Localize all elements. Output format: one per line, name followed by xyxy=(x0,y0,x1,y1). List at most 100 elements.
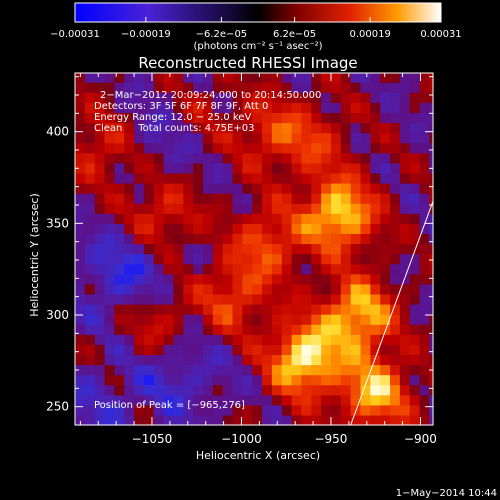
heatmap-cell xyxy=(232,162,243,174)
heatmap-cell xyxy=(370,263,381,275)
heatmap-cell xyxy=(242,354,253,366)
heatmap-cell xyxy=(242,273,253,285)
heatmap-cell xyxy=(281,152,293,164)
heatmap-cell xyxy=(212,354,224,366)
heatmap-cell xyxy=(124,162,135,174)
axis-ticks: −1050 −1000 −950 −900 250 300 350 400 xyxy=(46,73,437,446)
heatmap-cell xyxy=(232,92,243,103)
heatmap-cell xyxy=(360,263,371,275)
heatmap-cell xyxy=(340,314,352,325)
heatmap-cell xyxy=(429,263,434,275)
heatmap-cell xyxy=(429,132,434,144)
heatmap-cell xyxy=(202,324,214,335)
heatmap-cell xyxy=(380,193,391,204)
heatmap-cell xyxy=(360,183,371,194)
heatmap-cell xyxy=(360,203,371,214)
heatmap-cell xyxy=(104,283,115,295)
heatmap-cell xyxy=(281,304,293,315)
heatmap-cell xyxy=(291,243,303,255)
heatmap-cell xyxy=(173,233,184,245)
colorbar-units-label: (photons cm⁻² s⁻¹ asec⁻²) xyxy=(193,41,322,52)
heatmap-cell xyxy=(134,203,145,214)
heatmap-cell xyxy=(202,162,214,174)
heatmap-cell xyxy=(143,334,155,345)
heatmap-cell xyxy=(124,233,135,245)
heatmap-cell xyxy=(291,364,303,376)
y-tick-label: 350 xyxy=(46,216,69,230)
heatmap-cell xyxy=(252,223,263,235)
heatmap-cell xyxy=(252,183,263,194)
heatmap-cell xyxy=(321,92,332,103)
heatmap-cell xyxy=(330,122,342,134)
heatmap-cell xyxy=(340,243,352,255)
heatmap-cell xyxy=(360,334,371,345)
heatmap-cell xyxy=(340,273,352,285)
heatmap-cell xyxy=(390,82,401,93)
heatmap-cell xyxy=(321,223,332,235)
heatmap-cell xyxy=(390,112,401,124)
heatmap-cell xyxy=(330,304,342,315)
heatmap-cell xyxy=(399,314,411,325)
heatmap-cell xyxy=(311,82,322,93)
heatmap-cell xyxy=(291,193,303,204)
heatmap-cell xyxy=(370,112,381,124)
heatmap-cell xyxy=(360,304,371,315)
heatmap-cell xyxy=(114,172,125,184)
heatmap-cell xyxy=(390,152,401,164)
heatmap-cell xyxy=(291,122,303,134)
heatmap-cell xyxy=(360,394,371,406)
heatmap-cell xyxy=(340,324,352,335)
heatmap-cell xyxy=(153,414,165,426)
heatmap-cell xyxy=(183,324,194,335)
heatmap-cell xyxy=(153,314,165,325)
heatmap-cell xyxy=(370,122,381,134)
heatmap-cell xyxy=(340,92,352,103)
heatmap-cell xyxy=(153,243,165,255)
heatmap-cell xyxy=(104,344,115,356)
heatmap-cell xyxy=(94,73,106,83)
heatmap-cell xyxy=(212,223,224,235)
heatmap-cell xyxy=(173,243,184,255)
heatmap-cell xyxy=(370,374,381,386)
heatmap-cell xyxy=(262,162,273,174)
heatmap-cell xyxy=(202,172,214,184)
colorbar-tick-label: −6.2e−05 xyxy=(196,29,248,40)
heatmap-cell xyxy=(75,92,86,103)
heatmap-cell xyxy=(222,223,234,235)
heatmap-cell xyxy=(321,384,332,396)
heatmap-cell xyxy=(232,394,243,406)
heatmap-cell xyxy=(409,394,421,406)
heatmap-cell xyxy=(301,314,312,325)
heatmap-cell xyxy=(370,334,381,345)
heatmap-cell xyxy=(370,253,381,265)
heatmap-cell xyxy=(173,213,184,224)
heatmap-cell xyxy=(370,172,381,184)
heatmap-cell xyxy=(124,172,135,184)
heatmap-cell xyxy=(252,193,263,204)
heatmap-cell xyxy=(143,253,155,265)
heatmap-cell xyxy=(262,243,273,255)
heatmap-cell xyxy=(193,152,204,164)
heatmap-cell xyxy=(252,404,263,416)
heatmap-cell xyxy=(252,324,263,335)
heatmap-cell xyxy=(390,243,401,255)
heatmap-cell xyxy=(84,404,96,416)
heatmap-cell xyxy=(252,293,263,305)
heatmap-cell xyxy=(281,73,293,83)
heatmap-cell xyxy=(163,404,175,416)
heatmap-cell xyxy=(84,183,96,194)
heatmap-cell xyxy=(75,193,86,204)
heatmap-cell xyxy=(291,334,303,345)
heatmap-cell xyxy=(262,102,273,114)
heatmap-cell xyxy=(124,324,135,335)
heatmap-cell xyxy=(311,223,322,235)
heatmap-cell xyxy=(163,142,175,154)
heatmap-cell xyxy=(163,223,175,235)
heatmap-cell xyxy=(242,152,253,164)
heatmap-cell xyxy=(321,364,332,376)
heatmap-cell xyxy=(390,132,401,144)
heatmap-cell xyxy=(350,122,362,134)
heatmap-cell xyxy=(104,233,115,245)
heatmap-cell xyxy=(281,263,293,275)
heatmap-cell xyxy=(143,73,155,83)
